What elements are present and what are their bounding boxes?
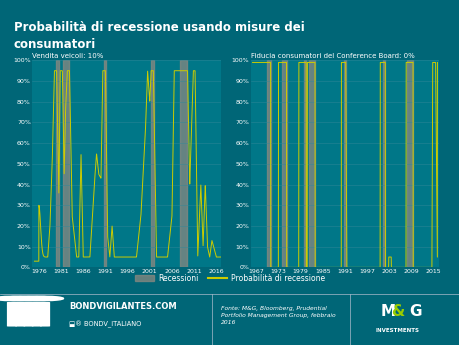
Text: ⬓® BONDV_ITALIANO: ⬓® BONDV_ITALIANO: [69, 321, 141, 328]
Circle shape: [18, 296, 55, 300]
FancyBboxPatch shape: [32, 302, 42, 327]
Text: BONDVIGILANTES.COM: BONDVIGILANTES.COM: [69, 302, 176, 311]
Circle shape: [0, 296, 30, 300]
Legend: Recessioni, Probabilità di recessione: Recessioni, Probabilità di recessione: [132, 271, 327, 286]
Circle shape: [2, 296, 39, 300]
Circle shape: [27, 296, 63, 300]
Text: Probabilità di recessione usando misure dei
consumatori: Probabilità di recessione usando misure …: [14, 21, 304, 51]
FancyBboxPatch shape: [23, 302, 34, 327]
Bar: [151, 60, 153, 267]
FancyBboxPatch shape: [7, 302, 17, 327]
Text: M: M: [380, 304, 395, 319]
Bar: [56, 60, 59, 267]
FancyBboxPatch shape: [15, 302, 25, 327]
Bar: [281, 60, 286, 267]
Bar: [407, 60, 412, 267]
Text: &: &: [391, 304, 403, 319]
Text: Fiducia consumatori del Conference Board: 0%: Fiducia consumatori del Conference Board…: [250, 52, 414, 59]
Text: INVESTMENTS: INVESTMENTS: [375, 327, 419, 333]
Bar: [180, 60, 187, 267]
Bar: [343, 60, 345, 267]
Bar: [382, 60, 385, 267]
Text: Vendita veicoli: 10%: Vendita veicoli: 10%: [32, 52, 103, 59]
Bar: [63, 60, 69, 267]
FancyBboxPatch shape: [40, 302, 50, 327]
Bar: [303, 60, 306, 267]
Bar: [309, 60, 314, 267]
Bar: [266, 60, 270, 267]
Text: Fonte: M&G, Bloomberg, Prudential
Portfolio Management Group, febbraio
2016: Fonte: M&G, Bloomberg, Prudential Portfo…: [220, 306, 335, 325]
Text: G: G: [409, 304, 421, 319]
Bar: [103, 60, 106, 267]
Circle shape: [10, 296, 47, 300]
